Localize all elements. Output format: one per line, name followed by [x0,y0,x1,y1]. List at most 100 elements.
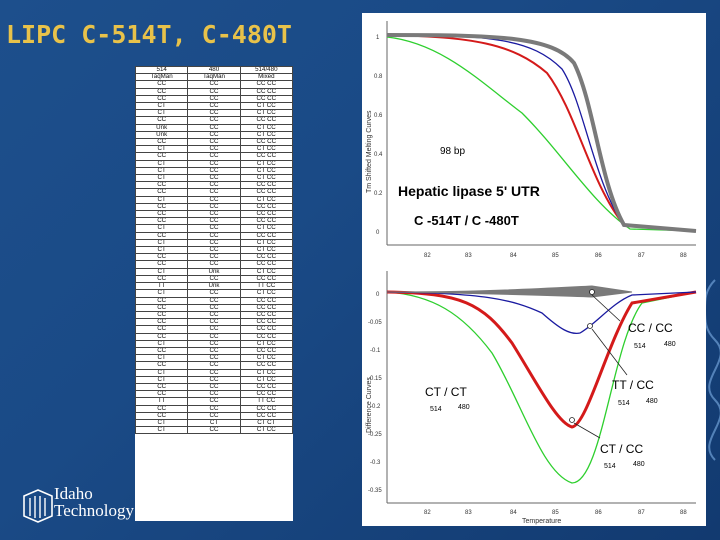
table-cell: CC CC [239,231,294,240]
melt-curve-ct-ct [386,36,697,232]
table-cell: CC [187,289,241,298]
table-cell: Unk [134,123,189,132]
table-cell: CC [187,138,241,147]
table-cell: TT [134,282,189,291]
table-row: CC CC CC CC [134,318,294,327]
diff-curve-cc-cc [386,285,633,298]
ytick: -0.35 [368,488,382,494]
xtick: 86 [595,253,602,259]
table-cell: CC [187,159,241,168]
xtick: 88 [680,510,687,516]
table-row: CC CC CC CC [134,217,294,226]
table-row: CC CC CC CC [134,274,294,284]
table-cell: CC [187,426,241,435]
table-cell: CC [187,390,241,399]
table-cell: CC [187,346,241,356]
table-cell: CT [134,145,189,154]
table-cell: CC CC [239,87,294,96]
ytick: -0.25 [368,432,382,438]
position-label: 480 [633,461,645,468]
table-cell: CC CC [239,361,294,370]
table-cell: CC [134,188,189,197]
table-cell: CC [187,166,241,176]
table-cell: CC [134,181,189,190]
table-row: CT CC CT CC [134,166,294,176]
xtick: 87 [638,510,645,516]
column-header: 480 [187,65,241,75]
table-cell: CT [134,354,189,363]
table-cell: CT [134,238,189,248]
table-cell: CT [134,174,189,183]
table-cell: CC [134,390,189,399]
table-row: CC CC CC CC [134,390,294,399]
table-cell: CC CC [239,188,294,197]
table-cell: CC [187,94,241,104]
position-label: 514 [604,463,616,470]
position-label: 480 [664,341,676,348]
table-cell: CT CC [239,375,294,384]
melting-curve-svg: Tm Shifted Melting Curves 1 0.8 0.6 0.4 … [366,21,697,525]
table-cell: CC [187,224,241,233]
table-row: CT CC CT CC [134,246,294,255]
table-cell: CC [187,210,241,219]
column-subheader: TaqMan [134,73,189,82]
bottom-panel: Difference Curves 0 -0.05 -0.1 -0.15 -0.… [366,271,697,525]
ytick: 0 [376,230,380,236]
table-cell: CC [187,361,241,370]
table-row: CC CC CC CC [134,346,294,356]
table-row: CT CC CT CC [134,102,294,111]
table-cell: CC CC [239,346,294,356]
table-cell: CC [134,87,189,96]
table-cell: CC [187,339,241,348]
table-cell: CC [187,260,241,269]
table-cell: CC CC [239,217,294,226]
table-cell: CT [134,195,189,204]
table-cell: CC [187,354,241,363]
top-panel: Tm Shifted Melting Curves 1 0.8 0.6 0.4 … [366,21,697,259]
ytick: 0.2 [374,191,383,197]
table-cell: CC CC [239,253,294,262]
table-cell: CC [187,109,241,118]
table-row: CT CC CT CC [134,238,294,248]
table-cell: CT CC [239,339,294,348]
table-row: CC CC CC CC [134,253,294,262]
table-cell: CC [134,116,189,125]
melt-curve-cc-cc [386,33,697,233]
table-cell: CC CC [239,332,294,341]
table-cell: CC [187,181,241,190]
table-row: CT CC CT CC [134,354,294,363]
table-cell: CC [187,404,241,413]
table-cell: CT CC [239,109,294,118]
x-axis-label: Temperature [522,518,561,525]
table-cell: CC [187,238,241,248]
ytick: 0.8 [374,74,383,80]
table-cell: CC [187,397,241,406]
table-row: Unk CC CT CC [134,130,294,140]
table-cell: CC CC [239,260,294,269]
table-cell: CC CC [239,116,294,125]
xtick: 84 [510,253,517,259]
genotype-table: 514 480 514/480 TaqMan TaqMan Mixed CC CC… [134,65,294,435]
slide-title: LIPC C-514T, C-480T [6,20,292,49]
xtick: 83 [465,253,472,259]
ytick: 0.4 [374,152,383,158]
table-cell: CT [134,166,189,176]
table-cell: CC [187,123,241,132]
table-cell: CC [187,325,241,334]
xtick: 84 [510,510,517,516]
table-cell: CC CC [239,152,294,161]
table-cell: CC CC [239,390,294,399]
table-cell: CC [187,202,241,212]
table-row: CC CC CC CC [134,325,294,334]
position-label: 480 [458,404,470,411]
table-cell: CC [134,138,189,147]
table-cell: CT CC [239,224,294,233]
table-cell: CC [187,310,241,320]
table-cell: CT [134,368,189,377]
table-cell: CC CC [239,411,294,420]
table-cell: CC [187,174,241,183]
table-cell: CC [187,145,241,154]
table-cell: CT CC [239,289,294,298]
gene-title: Hepatic lipase 5' UTR [398,183,540,199]
table-cell: CT CC [239,354,294,363]
